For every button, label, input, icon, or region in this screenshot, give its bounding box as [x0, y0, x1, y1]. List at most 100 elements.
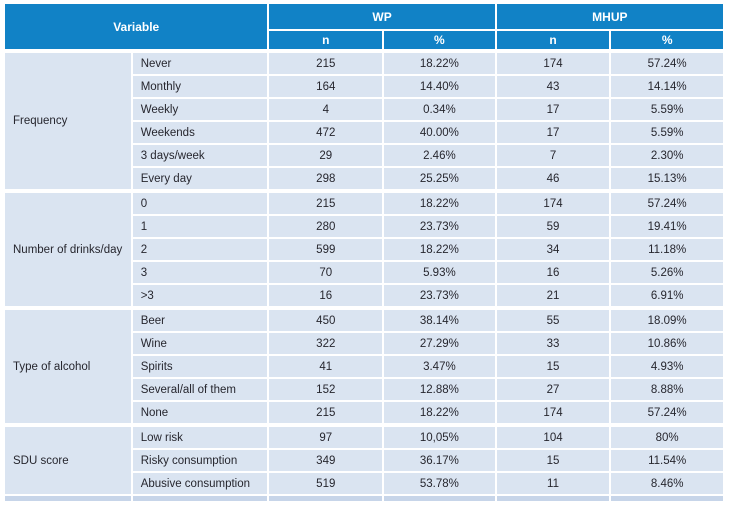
item-label-cell: 2: [132, 239, 268, 260]
mhup-pct-cell: 57.24%: [611, 51, 723, 74]
bottom-strip-cell: [5, 496, 131, 501]
table-row: Risky consumption 349 36.17% 15 11.54%: [5, 450, 723, 471]
wp-pct-cell: 23.73%: [384, 285, 495, 306]
table-row: Weekends 472 40.00% 17 5.59%: [5, 122, 723, 143]
table-row: Weekly 4 0.34% 17 5.59%: [5, 99, 723, 120]
mhup-pct-cell: 5.59%: [611, 122, 723, 143]
wp-n-cell: 41: [269, 356, 383, 377]
mhup-n-cell: 15: [496, 450, 610, 471]
mhup-n-cell: 16: [496, 262, 610, 283]
bottom-strip-cell: [496, 496, 610, 501]
wp-n-cell: 16: [269, 285, 383, 306]
mhup-pct-cell: 57.24%: [611, 402, 723, 423]
mhup-pct-cell: 57.24%: [611, 191, 723, 214]
table-row: Several/all of them 152 12.88% 27 8.88%: [5, 379, 723, 400]
mhup-n-cell: 17: [496, 122, 610, 143]
wp-pct-cell: 27.29%: [384, 333, 495, 354]
table-row: 3 days/week 29 2.46% 7 2.30%: [5, 145, 723, 166]
table-row: >3 16 23.73% 21 6.91%: [5, 285, 723, 306]
mhup-pct-cell: 11.18%: [611, 239, 723, 260]
mhup-n-cell: 33: [496, 333, 610, 354]
group-label-cell: Type of alcohol: [5, 308, 131, 423]
bottom-strip-cell: [269, 496, 383, 501]
wp-n-cell: 322: [269, 333, 383, 354]
wp-pct-cell: 25.25%: [384, 168, 495, 189]
header-row-sub: n % n %: [5, 31, 723, 49]
mhup-pct-cell: 18.09%: [611, 308, 723, 331]
subheader-mhup-pct: %: [611, 31, 723, 49]
mhup-pct-cell: 5.26%: [611, 262, 723, 283]
mhup-pct-cell: 15.13%: [611, 168, 723, 189]
wp-n-cell: 450: [269, 308, 383, 331]
item-label-cell: Monthly: [132, 76, 268, 97]
item-label-cell: Low risk: [132, 425, 268, 448]
mhup-pct-cell: 14.14%: [611, 76, 723, 97]
mhup-pct-cell: 4.93%: [611, 356, 723, 377]
mhup-n-cell: 104: [496, 425, 610, 448]
item-label-cell: Never: [132, 51, 268, 74]
subheader-mhup-n: n: [496, 31, 610, 49]
column-header-mhup: MHUP: [496, 4, 723, 29]
mhup-pct-cell: 10.86%: [611, 333, 723, 354]
group-label-cell: SDU score: [5, 425, 131, 494]
item-label-cell: Weekly: [132, 99, 268, 120]
table-row: None 215 18.22% 174 57.24%: [5, 402, 723, 423]
item-label-cell: Abusive consumption: [132, 473, 268, 494]
group-label-cell: Frequency: [5, 51, 131, 189]
subheader-wp-n: n: [269, 31, 383, 49]
mhup-n-cell: 17: [496, 99, 610, 120]
item-label-cell: Beer: [132, 308, 268, 331]
mhup-n-cell: 34: [496, 239, 610, 260]
wp-pct-cell: 3.47%: [384, 356, 495, 377]
wp-pct-cell: 36.17%: [384, 450, 495, 471]
wp-n-cell: 152: [269, 379, 383, 400]
item-label-cell: 0: [132, 191, 268, 214]
wp-pct-cell: 40.00%: [384, 122, 495, 143]
mhup-n-cell: 27: [496, 379, 610, 400]
wp-pct-cell: 5.93%: [384, 262, 495, 283]
wp-pct-cell: 12.88%: [384, 379, 495, 400]
table-row: Monthly 164 14.40% 43 14.14%: [5, 76, 723, 97]
wp-n-cell: 599: [269, 239, 383, 260]
header-row-groups: Variable WP MHUP: [5, 4, 723, 49]
item-label-cell: Weekends: [132, 122, 268, 143]
table-row: 2 599 18.22% 34 11.18%: [5, 239, 723, 260]
item-label-cell: >3: [132, 285, 268, 306]
wp-n-cell: 97: [269, 425, 383, 448]
wp-n-cell: 215: [269, 51, 383, 74]
item-label-cell: Spirits: [132, 356, 268, 377]
wp-pct-cell: 14.40%: [384, 76, 495, 97]
wp-pct-cell: 0.34%: [384, 99, 495, 120]
table-row: 3 70 5.93% 16 5.26%: [5, 262, 723, 283]
wp-n-cell: 519: [269, 473, 383, 494]
mhup-pct-cell: 6.91%: [611, 285, 723, 306]
wp-pct-cell: 10,05%: [384, 425, 495, 448]
wp-pct-cell: 18.22%: [384, 51, 495, 74]
mhup-n-cell: 21: [496, 285, 610, 306]
mhup-n-cell: 55: [496, 308, 610, 331]
table-row: Spirits 41 3.47% 15 4.93%: [5, 356, 723, 377]
wp-n-cell: 215: [269, 402, 383, 423]
wp-pct-cell: 18.22%: [384, 402, 495, 423]
item-label-cell: Risky consumption: [132, 450, 268, 471]
bottom-strip: [5, 496, 723, 501]
mhup-n-cell: 15: [496, 356, 610, 377]
mhup-pct-cell: 19.41%: [611, 216, 723, 237]
mhup-n-cell: 46: [496, 168, 610, 189]
wp-n-cell: 4: [269, 99, 383, 120]
table-row: Wine 322 27.29% 33 10.86%: [5, 333, 723, 354]
wp-n-cell: 280: [269, 216, 383, 237]
mhup-pct-cell: 8.46%: [611, 473, 723, 494]
wp-n-cell: 164: [269, 76, 383, 97]
mhup-pct-cell: 80%: [611, 425, 723, 448]
column-header-wp: WP: [269, 4, 495, 29]
bottom-strip-cell: [132, 496, 268, 501]
wp-pct-cell: 38.14%: [384, 308, 495, 331]
table-row: SDU score Low risk 97 10,05% 104 80%: [5, 425, 723, 494]
mhup-pct-cell: 8.88%: [611, 379, 723, 400]
table-row: Abusive consumption 519 53.78% 11 8.46%: [5, 473, 723, 494]
item-label-cell: 3 days/week: [132, 145, 268, 166]
mhup-pct-cell: 2.30%: [611, 145, 723, 166]
wp-n-cell: 349: [269, 450, 383, 471]
